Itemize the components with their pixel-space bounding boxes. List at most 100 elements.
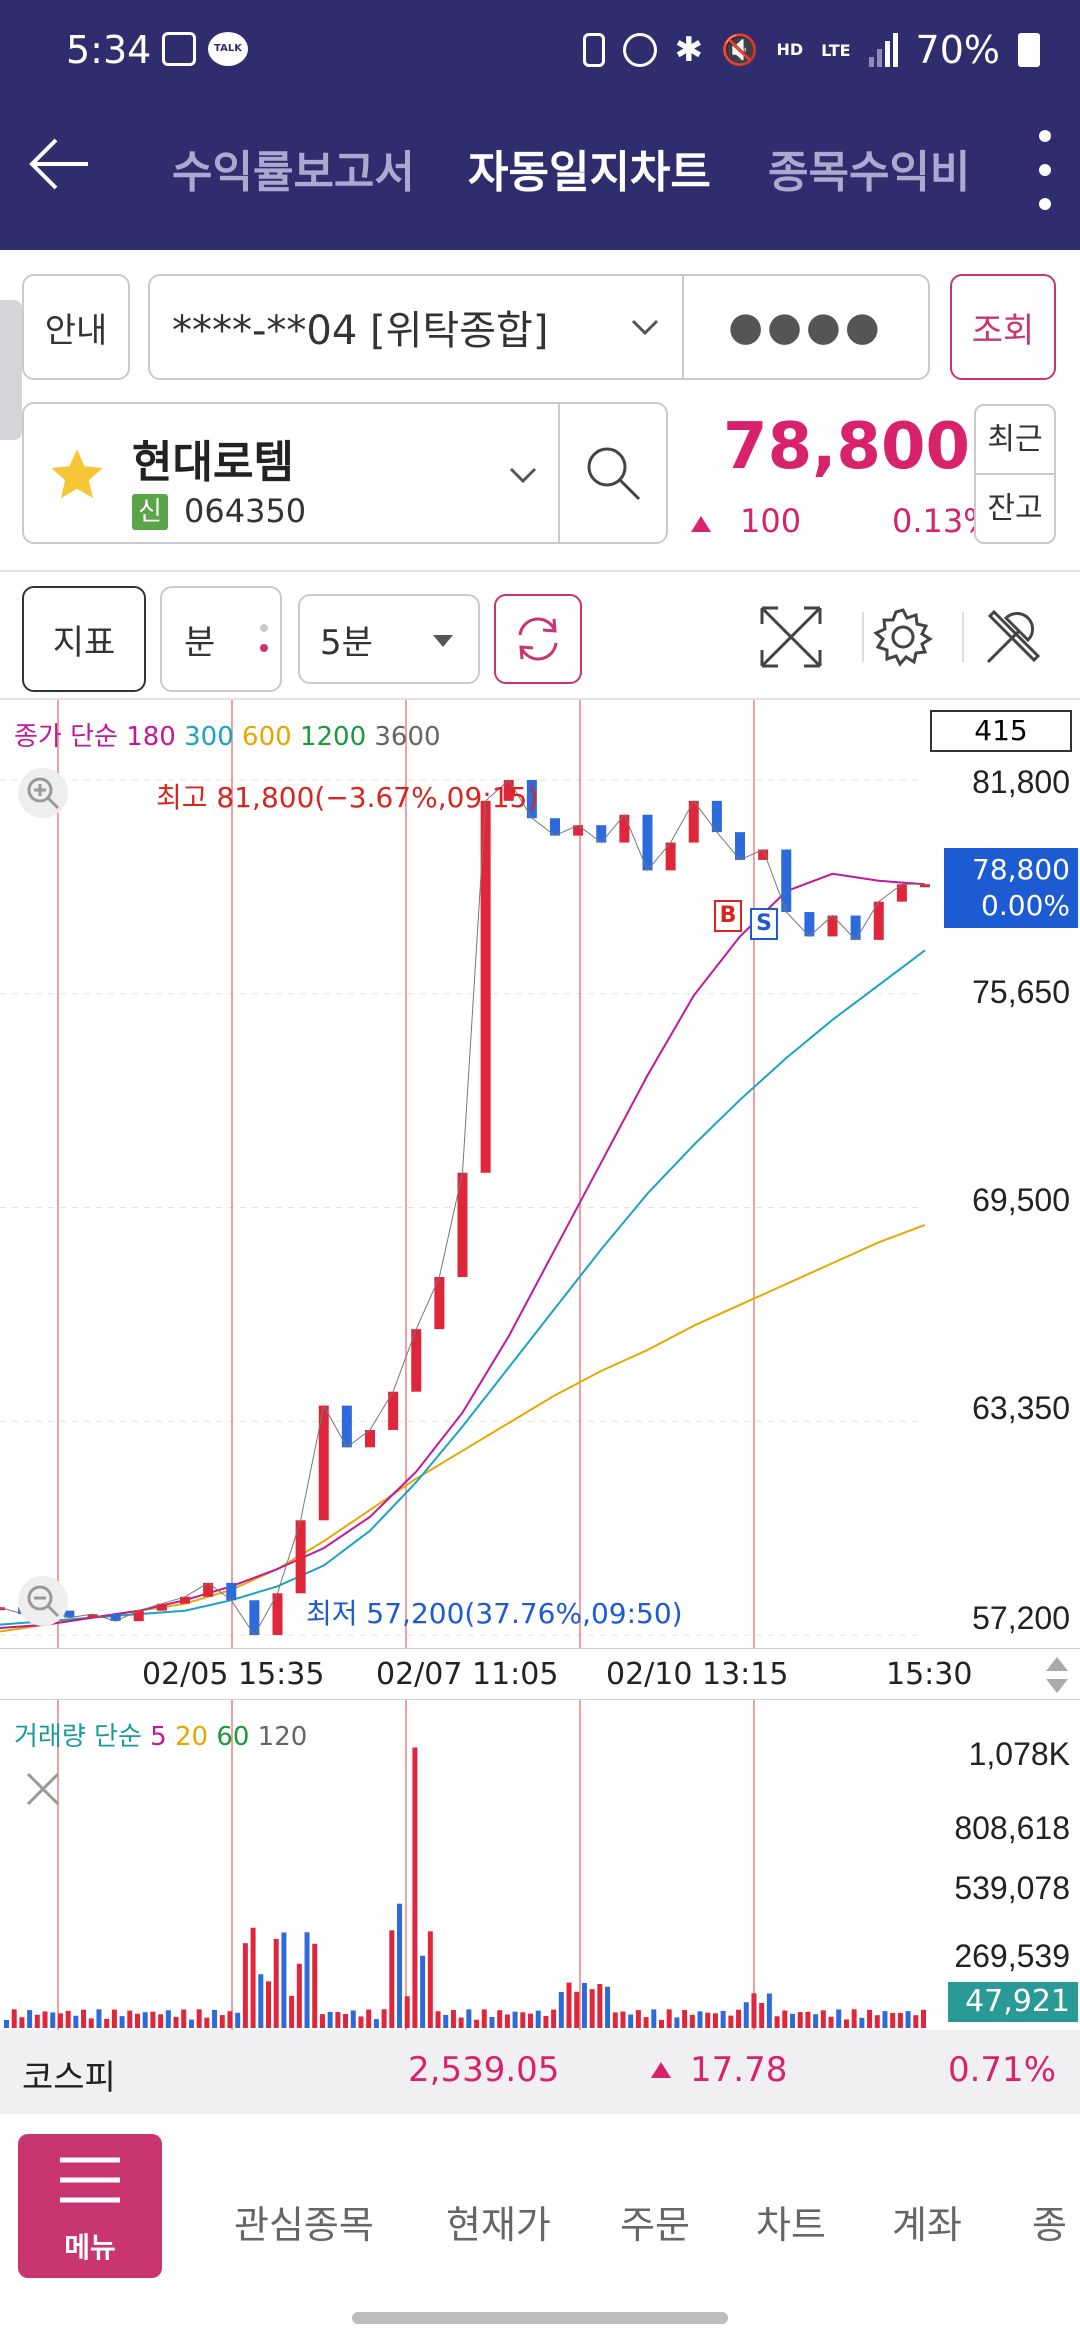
expand-icon[interactable] xyxy=(758,604,824,670)
volume-bar xyxy=(728,2015,734,2028)
volume-bar xyxy=(296,1963,302,2028)
nav-current-price[interactable]: 현재가 xyxy=(446,2203,551,2247)
guide-button[interactable]: 안내 xyxy=(22,274,130,380)
volume-bar xyxy=(897,2012,903,2028)
price-chart-area[interactable]: 종가 단순 180 300 600 1200 3600 415 81,800 7… xyxy=(0,700,1080,2030)
volume-bar xyxy=(697,2011,703,2028)
recent-balance-toggle[interactable]: 최근 잔고 xyxy=(974,404,1056,544)
volume-bar xyxy=(782,2010,788,2028)
query-button[interactable]: 조회 xyxy=(950,274,1056,380)
count-box: 415 xyxy=(930,710,1072,752)
more-options-icon[interactable] xyxy=(1036,130,1054,210)
price-chart[interactable] xyxy=(0,700,1080,2030)
tools-icon[interactable] xyxy=(980,604,1046,670)
menu-button[interactable]: 메뉴 xyxy=(18,2134,162,2278)
stock-selector[interactable]: 현대로템 신 064350 xyxy=(22,402,560,544)
zoom-out-icon[interactable] xyxy=(18,1576,68,1626)
volume-bar xyxy=(65,2010,71,2028)
bluetooth-icon: ✱ xyxy=(674,30,704,70)
indicator-button[interactable]: 지표 xyxy=(22,586,146,692)
volume-bar xyxy=(743,2002,749,2028)
volume-bar xyxy=(481,2009,487,2028)
price-candle xyxy=(804,912,815,937)
recent-button[interactable]: 최근 xyxy=(976,405,1054,475)
period-select[interactable]: 5분 xyxy=(298,594,480,684)
refresh-button[interactable] xyxy=(494,594,582,684)
legend-prefix: 종가 단순 xyxy=(14,722,118,752)
nav-more[interactable]: 종 xyxy=(1032,2203,1067,2247)
volume-bar xyxy=(512,2011,518,2028)
nav-watchlist[interactable]: 관심종목 xyxy=(234,2203,374,2247)
gear-icon[interactable] xyxy=(870,604,936,670)
up-triangle-icon xyxy=(651,2062,671,2078)
account-value: ****-**04 [위탁종합] xyxy=(172,308,549,354)
star-icon[interactable] xyxy=(46,444,108,506)
search-button[interactable] xyxy=(558,402,668,544)
volume-bar xyxy=(813,2014,819,2028)
y-tick-label: 69,500 xyxy=(972,1182,1070,1218)
tab-stock-return[interactable]: 종목수익비 xyxy=(768,147,971,198)
volume-bar xyxy=(27,2010,33,2028)
caret-down-icon xyxy=(433,635,453,647)
up-triangle-icon xyxy=(691,516,711,532)
zoom-in-icon[interactable] xyxy=(18,768,68,818)
tab-return-report[interactable]: 수익률보고서 xyxy=(172,147,415,198)
status-bar: 5:34 TALK ✱ 🔇 HD LTE 70% xyxy=(0,24,1080,84)
nav-chart[interactable]: 차트 xyxy=(756,2203,826,2247)
tab-auto-journal-chart[interactable]: 자동일지차트 xyxy=(468,147,711,198)
volume-bar xyxy=(158,2014,164,2028)
stock-code: 064350 xyxy=(184,492,307,530)
volume-bar xyxy=(188,2019,194,2028)
close-volume-icon[interactable] xyxy=(18,1764,68,1814)
price-candle xyxy=(226,1582,237,1601)
index-change: 17.78 xyxy=(690,2050,788,2090)
volume-bar xyxy=(181,2009,187,2028)
y-tick-label: 75,650 xyxy=(972,974,1070,1010)
battery-percent: 70% xyxy=(915,28,1000,72)
legend-vol-20: 20 xyxy=(174,1722,209,1752)
volume-current-tag: 47,921 xyxy=(948,1982,1078,2022)
volume-bar xyxy=(851,2009,857,2028)
side-drawer-handle[interactable] xyxy=(0,300,22,440)
volume-bar xyxy=(273,1938,279,2028)
index-name: 코스피 xyxy=(22,2058,116,2098)
account-select[interactable]: ****-**04 [위탁종합] xyxy=(148,274,684,380)
nav-account[interactable]: 계좌 xyxy=(892,2203,962,2247)
nav-order[interactable]: 주문 xyxy=(620,2203,690,2247)
volume-bar xyxy=(127,2010,133,2028)
volume-bar xyxy=(389,1930,395,2028)
volume-bar xyxy=(381,2009,387,2028)
volume-bar xyxy=(504,2014,510,2028)
volume-legend: 거래량 단순 5 20 60 120 xyxy=(14,1716,307,1753)
low-annotation: 최저 57,200(37.76%,09:50) xyxy=(306,1597,683,1630)
volume-bar xyxy=(427,1931,433,2028)
index-bar[interactable]: 코스피 2,539.05 17.78 0.71% xyxy=(0,2030,1080,2114)
home-indicator[interactable] xyxy=(352,2312,728,2324)
volume-bar xyxy=(458,2017,464,2028)
password-field[interactable]: ●●●● xyxy=(682,274,930,380)
volume-bar xyxy=(581,1982,587,2028)
talk-icon: TALK xyxy=(208,32,248,66)
volume-y-tick: 539,078 xyxy=(954,1870,1070,1906)
price-candle xyxy=(0,1607,5,1611)
price-line xyxy=(0,779,925,1636)
minute-type-button[interactable]: 분 xyxy=(160,586,282,692)
axis-scroll-icon[interactable] xyxy=(1044,1655,1070,1695)
volume-bar xyxy=(81,2009,87,2028)
ma300-line xyxy=(0,949,926,1626)
volume-bar xyxy=(466,2009,472,2028)
volume-bar xyxy=(135,2013,140,2028)
volume-bar xyxy=(258,1974,264,2028)
volume-bar xyxy=(674,2017,680,2028)
volume-bar xyxy=(828,2016,834,2028)
x-tick-label: 02/10 13:15 xyxy=(606,1657,789,1692)
image-icon xyxy=(162,32,196,66)
back-arrow-icon[interactable] xyxy=(28,132,92,196)
volume-bar xyxy=(450,2009,456,2028)
price-candle xyxy=(388,1391,399,1430)
volume-y-tick: 1,078K xyxy=(968,1736,1070,1772)
volume-bar xyxy=(57,2013,63,2028)
volume-bar xyxy=(335,2012,341,2028)
price-candle xyxy=(642,814,653,871)
balance-button[interactable]: 잔고 xyxy=(987,491,1043,526)
